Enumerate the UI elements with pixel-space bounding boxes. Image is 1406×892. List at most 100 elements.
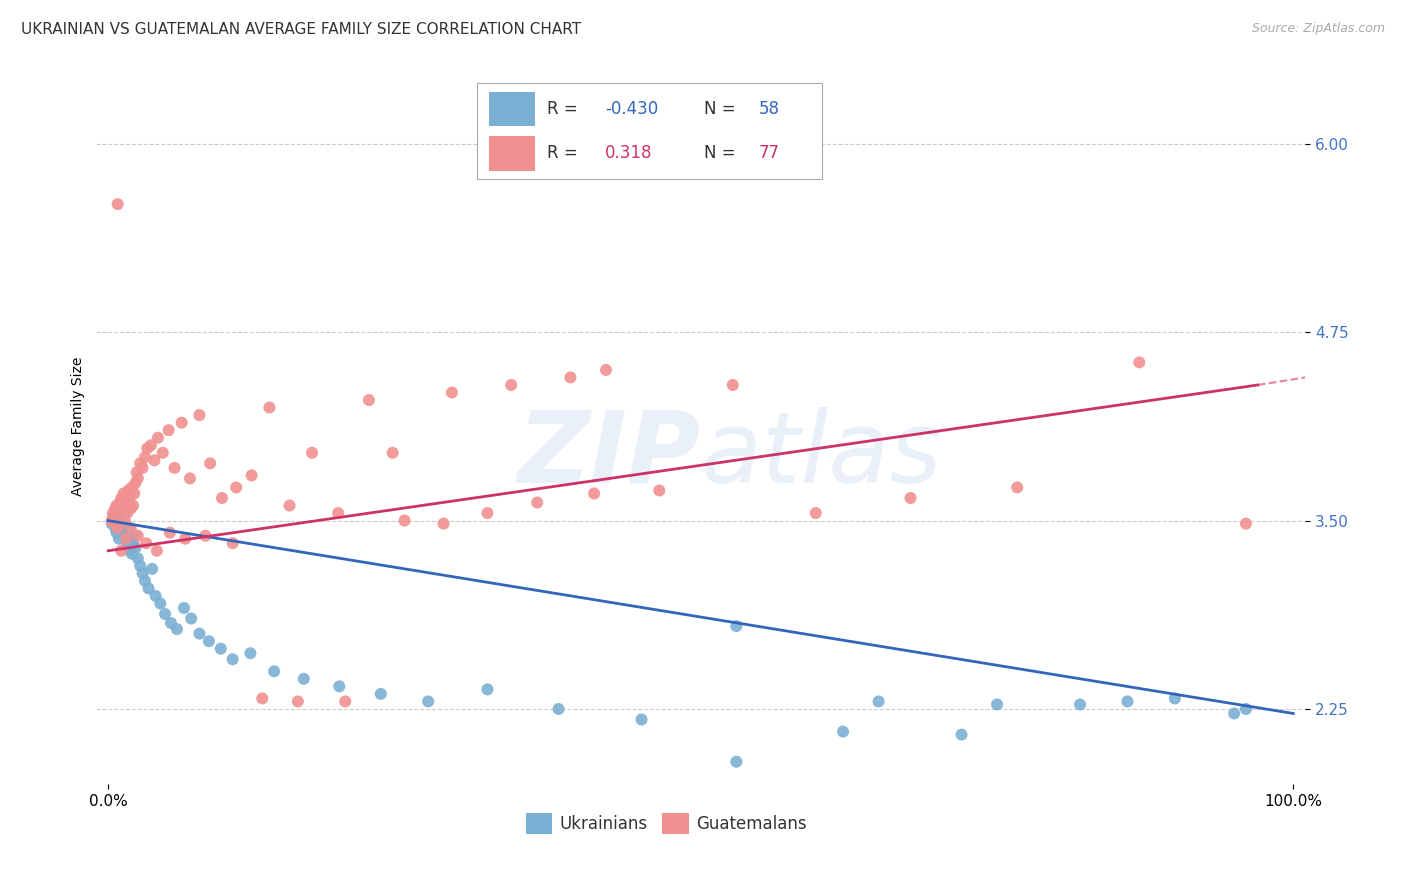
Point [160,616,183,631]
Point [124,541,146,555]
Point [292,672,315,686]
Point [157,423,180,437]
Point [225,480,247,494]
Text: N =: N = [704,145,741,162]
Point [252,691,274,706]
Point [1223,706,1246,721]
Point [166,622,188,636]
Point [1128,355,1150,369]
Point [547,702,569,716]
Point [170,416,193,430]
Point [501,378,523,392]
Point [180,611,202,625]
Point [129,456,152,470]
Point [221,652,243,666]
Bar [526,813,553,834]
Point [381,446,404,460]
Point [198,634,221,648]
Point [122,499,145,513]
Point [240,468,263,483]
Point [120,532,142,546]
Point [139,438,162,452]
Point [117,483,139,498]
Point [127,529,149,543]
Point [263,665,285,679]
Point [1164,691,1187,706]
Point [188,408,211,422]
Point [198,456,221,470]
Point [1116,694,1139,708]
Point [131,461,153,475]
Point [477,506,499,520]
Point [163,461,186,475]
Point [433,516,456,531]
Point [104,521,127,535]
Point [560,370,582,384]
Point [103,514,125,528]
Bar [489,92,536,126]
Point [595,363,617,377]
FancyBboxPatch shape [477,83,821,179]
Point [118,543,141,558]
Point [832,724,855,739]
Point [900,491,922,505]
Text: atlas: atlas [700,407,942,504]
Point [986,698,1008,712]
Point [110,491,132,505]
Point [115,532,138,546]
Point [115,506,138,520]
Point [101,510,124,524]
Point [125,466,148,480]
Point [143,453,166,467]
Point [1234,702,1257,716]
Bar [662,813,689,834]
Point [583,486,606,500]
Point [221,536,243,550]
Text: ZIP: ZIP [517,407,700,504]
Point [725,619,748,633]
Text: R =: R = [547,145,583,162]
Point [121,547,143,561]
Point [173,601,195,615]
Point [110,543,132,558]
Point [120,521,142,535]
Point [301,446,323,460]
Point [370,687,392,701]
Point [114,532,136,546]
Point [112,486,135,500]
Point [134,574,156,588]
Point [188,626,211,640]
Point [648,483,671,498]
Point [131,566,153,581]
Point [108,506,131,520]
Point [721,378,744,392]
Point [108,532,131,546]
Point [1069,698,1091,712]
Point [134,450,156,465]
Point [129,558,152,573]
Point [110,523,132,537]
Point [278,499,301,513]
Point [152,446,174,460]
Point [259,401,281,415]
Bar [489,136,536,170]
Point [725,755,748,769]
Point [138,582,160,596]
Point [394,514,416,528]
Point [440,385,463,400]
Point [174,532,197,546]
Point [107,197,129,211]
Point [124,486,146,500]
Point [950,728,973,742]
Text: Guatemalans: Guatemalans [696,814,807,833]
Point [194,529,217,543]
Point [287,694,309,708]
Point [146,543,169,558]
Point [1234,516,1257,531]
Point [104,501,127,516]
Text: -0.430: -0.430 [606,100,658,118]
Text: 77: 77 [759,145,780,162]
Point [357,392,380,407]
Point [115,495,138,509]
Point [115,536,138,550]
